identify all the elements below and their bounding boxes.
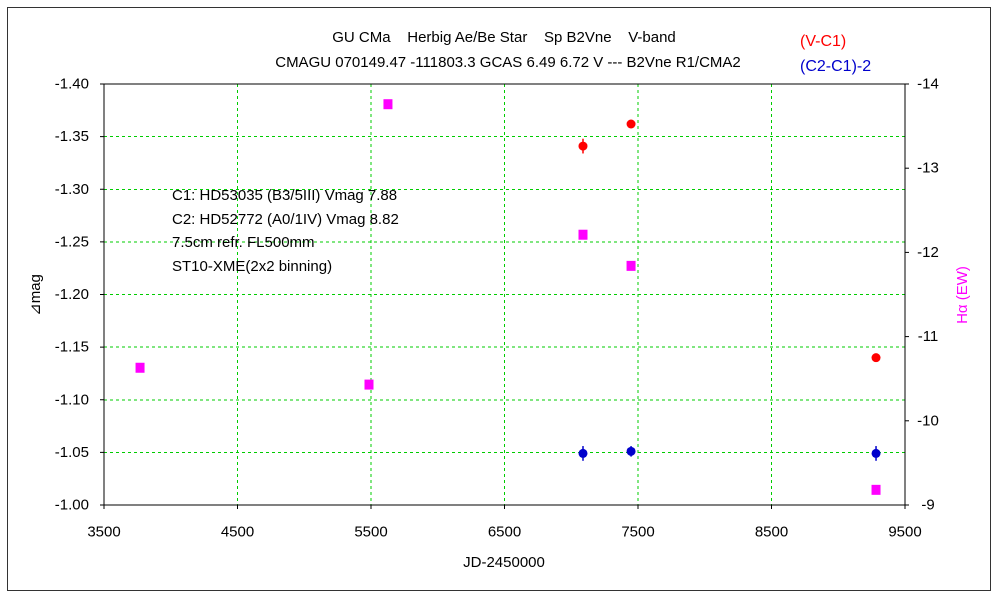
- x-tick-label: 5500: [354, 524, 387, 541]
- chart-title: GU CMa Herbig Ae/Be Star Sp B2Vne V-band: [332, 29, 676, 46]
- legend-entry-c2-c1: (C2-C1)-2: [800, 58, 872, 75]
- y-tick-label: -1.35: [55, 128, 89, 145]
- annotation-block: C1: HD53035 (B3/5III) Vmag 7.88 C2: HD52…: [172, 184, 399, 279]
- v-c1-point: [578, 141, 588, 151]
- c2-c1-2-point: [626, 446, 636, 456]
- annotation-camera: ST10-XME(2x2 binning): [172, 258, 333, 276]
- halpha-ew-point: [383, 99, 393, 110]
- y2-tick-label: -11: [918, 328, 939, 345]
- y-tick-label: -1.10: [55, 391, 89, 408]
- y-tick-label: -1.20: [55, 286, 89, 303]
- halpha-ew-point: [135, 362, 145, 373]
- y-axis-label: ⊿mag: [27, 274, 44, 316]
- data-marks: [135, 99, 881, 495]
- y-tick-label: -1.40: [55, 76, 89, 93]
- y2-tick-label: -13: [917, 160, 939, 177]
- y-tick-label: -1.25: [55, 233, 89, 250]
- halpha-ew-point: [578, 229, 588, 240]
- annotation-comparison-star-1: C1: HD53035 (B3/5III) Vmag 7.88: [172, 187, 398, 204]
- v-c1-point: [871, 353, 881, 363]
- y2-tick-label: -14: [917, 76, 939, 93]
- gridlines: [104, 84, 905, 505]
- annotation-comparison-star-2: C2: HD52772 (A0/1IV) Vmag 8.82: [172, 210, 399, 228]
- legend-entry-v-c1: (V-C1): [800, 33, 847, 50]
- y2-axis-label: Hα (EW): [954, 266, 971, 324]
- x-axis-label: JD-2450000: [463, 554, 545, 571]
- y-tick-label: -1.00: [55, 497, 89, 514]
- halpha-ew-point: [871, 484, 881, 495]
- x-tick-label: 6500: [488, 524, 521, 541]
- halpha-ew-point: [364, 379, 374, 390]
- series-v-c1: [578, 119, 881, 363]
- x-tick-label: 3500: [87, 524, 120, 541]
- x-tick-label: 8500: [755, 524, 788, 541]
- y-tick-label: -1.15: [55, 339, 89, 356]
- y-tick-label: -1.30: [55, 181, 89, 198]
- x-tick-label: 9500: [888, 524, 921, 541]
- c2-c1-2-point: [871, 448, 881, 458]
- y2-tick-label: -10: [917, 412, 939, 429]
- halpha-ew-point: [626, 260, 636, 271]
- axes: 3500 4500 5500 6500 7500 8500 9500 -1.40 -1.35 -1…: [55, 76, 939, 541]
- series-halpha-ew: [135, 99, 881, 495]
- y2-tick-label: -9: [921, 497, 934, 514]
- c2-c1-2-point: [578, 448, 588, 458]
- figure-border: [7, 7, 991, 591]
- annotation-telescope: 7.5cm refr. FL500mm: [172, 234, 315, 252]
- chart-subtitle: CMAGU 070149.47 -111803.3 GCAS 6.49 6.72…: [275, 54, 741, 71]
- v-c1-point: [626, 119, 636, 129]
- series-c2-c1-2: [578, 446, 881, 461]
- x-tick-label: 7500: [621, 524, 654, 541]
- y-tick-label: -1.05: [55, 444, 89, 461]
- y2-tick-label: -12: [917, 244, 939, 261]
- x-tick-label: 4500: [221, 524, 254, 541]
